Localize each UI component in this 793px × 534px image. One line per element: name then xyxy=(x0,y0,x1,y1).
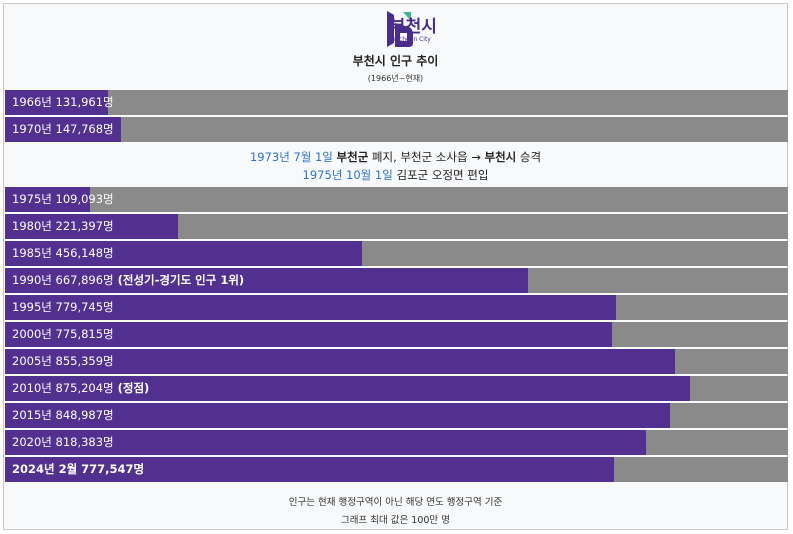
footer-note-1: 인구는 현재 행정구역이 아닌 해당 연도 행정구역 기준 xyxy=(288,497,503,508)
bar xyxy=(5,430,646,455)
chart-title: 부천시 인구 추이 xyxy=(352,54,439,68)
bar-value-label: 2020년 818,383명 xyxy=(12,435,114,449)
bar-value-label: 1975년 109,093명 xyxy=(12,192,114,206)
bar-row: 1980년 221,397명 xyxy=(5,214,788,239)
bar xyxy=(5,403,670,428)
event-1975: 1975년 10월 1일 김포군 오정면 편입 xyxy=(4,167,787,183)
event-1973: 1973년 7월 1일 부천군 폐지, 부천군 소사읍 → 부천시 승격 xyxy=(4,149,787,165)
bucheon-logo-icon xyxy=(387,11,413,47)
bar-value-label: 1980년 221,397명 xyxy=(12,219,114,233)
bar xyxy=(5,457,614,482)
event-text: 부천시 xyxy=(484,150,517,164)
bar xyxy=(5,268,528,293)
bar xyxy=(5,214,179,239)
event-text: 김포군 오정면 편입 xyxy=(392,168,489,182)
event-text: 부천군 xyxy=(336,150,369,164)
chart-subtitle: (1966년~현재) xyxy=(367,74,424,83)
header: 부천시 Bucheon City 부천시 인구 추이 (1966년~현재) xyxy=(4,4,787,90)
bar-row: 1966년 131,961명 xyxy=(5,90,788,115)
bar-note: (정점) xyxy=(113,381,150,395)
bar-row: 1995년 779,745명 xyxy=(5,295,788,320)
bar-row: 1985년 456,148명 xyxy=(5,241,788,266)
bar-value-label: 2010년 875,204명 (정점) xyxy=(12,381,150,395)
bar xyxy=(5,90,109,115)
bar-row: 2005년 855,359명 xyxy=(5,349,788,374)
bar xyxy=(5,322,613,347)
bar-row: 1970년 147,768명 xyxy=(5,117,788,142)
logo-name: 부천시 xyxy=(390,17,437,37)
bar-row: 1990년 667,896명 (전성기-경기도 인구 1위) xyxy=(5,268,788,293)
event-text: 폐지, 부천군 소사읍 → xyxy=(368,150,485,164)
bar-row: 2010년 875,204명 (정점) xyxy=(5,376,788,401)
event-text: 승격 xyxy=(516,150,542,164)
bar-value-label: 2024년 2월 777,547명 xyxy=(12,462,145,476)
event-date: 1975년 10월 1일 xyxy=(302,168,393,182)
bar-row: 1975년 109,093명 xyxy=(5,187,788,212)
chart-frame: 부천시 Bucheon City 부천시 인구 추이 (1966년~현재) 19… xyxy=(3,3,788,530)
bar-value-label: 2000년 775,815명 xyxy=(12,327,114,341)
bar xyxy=(5,187,91,212)
bar-row: 2015년 848,987명 xyxy=(5,403,788,428)
bar xyxy=(5,295,616,320)
bar-value-label: 1995년 779,745명 xyxy=(12,300,114,314)
bar-value-label: 1990년 667,896명 (전성기-경기도 인구 1위) xyxy=(12,273,245,287)
logo-subtext: Bucheon City xyxy=(391,36,431,43)
bar xyxy=(5,241,363,266)
bar-value-label: 1966년 131,961명 xyxy=(12,95,114,109)
bar-value-label: 2015년 848,987명 xyxy=(12,408,114,422)
bar-note: (전성기-경기도 인구 1위) xyxy=(113,273,245,287)
bar-value-label: 1970년 147,768명 xyxy=(12,122,114,136)
bar-value-label: 2005년 855,359명 xyxy=(12,354,114,368)
footer-note-2: 그래프 최대 값은 100만 명 xyxy=(341,515,450,526)
bar-row: 2000년 775,815명 xyxy=(5,322,788,347)
bar xyxy=(5,117,121,142)
bar-value-label: 1985년 456,148명 xyxy=(12,246,114,260)
bar xyxy=(5,376,691,401)
event-date: 1973년 7월 1일 xyxy=(249,150,333,164)
bar-row: 2024년 2월 777,547명 xyxy=(5,457,788,482)
bar xyxy=(5,349,675,374)
bucheon-logo: 부천시 Bucheon City xyxy=(355,9,445,51)
bar-row: 2020년 818,383명 xyxy=(5,430,788,455)
